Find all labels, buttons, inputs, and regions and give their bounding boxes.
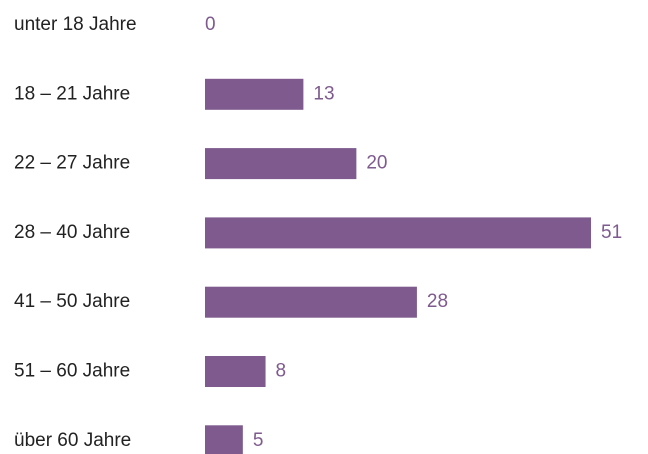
bar xyxy=(205,148,357,180)
category-label: 51 – 60 Jahre xyxy=(14,361,130,382)
value-label: 8 xyxy=(276,361,287,382)
bar xyxy=(205,356,266,387)
category-label: 18 – 21 Jahre xyxy=(14,83,130,104)
category-label: 28 – 40 Jahre xyxy=(14,222,130,243)
bar xyxy=(205,78,304,110)
bar xyxy=(205,286,417,318)
category-label: 22 – 27 Jahre xyxy=(14,153,130,174)
bar xyxy=(205,425,243,454)
category-label: 41 – 50 Jahre xyxy=(14,291,130,312)
value-label: 51 xyxy=(601,222,622,243)
value-label: 0 xyxy=(205,14,216,35)
category-label: über 60 Jahre xyxy=(14,430,131,451)
value-label: 20 xyxy=(366,153,387,174)
category-label: unter 18 Jahre xyxy=(14,14,137,35)
bar xyxy=(205,217,591,249)
value-label: 28 xyxy=(427,291,448,312)
value-label: 13 xyxy=(313,83,334,104)
value-label: 5 xyxy=(253,430,264,451)
